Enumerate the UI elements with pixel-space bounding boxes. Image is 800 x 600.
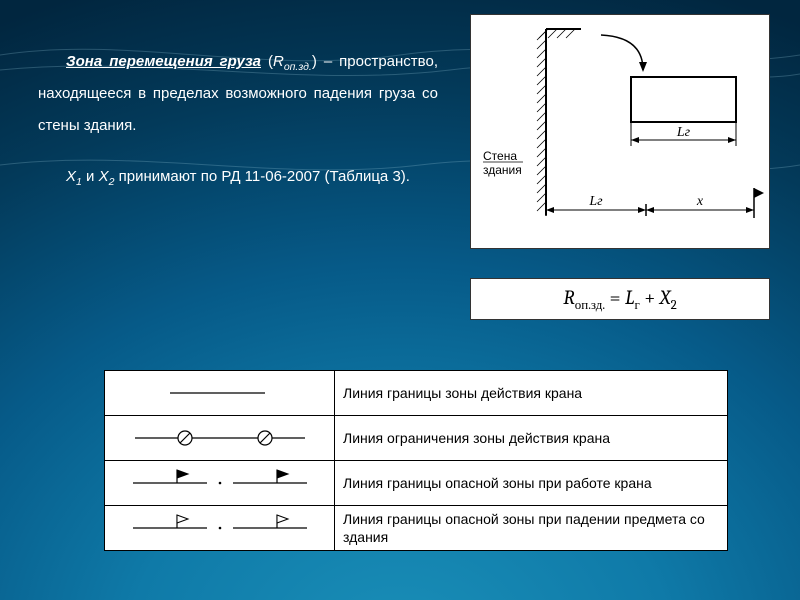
svg-text:Lг: Lг <box>588 194 603 209</box>
legend-row: Линия границы зоны действия крана <box>105 371 727 415</box>
legend-symbol <box>105 506 335 550</box>
legend-table: Линия границы зоны действия кранаЛиния о… <box>104 370 728 551</box>
legend-label: Линия границы опасной зоны при работе кр… <box>335 461 727 505</box>
slide: Зона перемещения груза (Rоп.зд.) – прост… <box>0 0 800 600</box>
legend-row: Линия границы опасной зоны при работе кр… <box>105 460 727 505</box>
legend-symbol <box>105 371 335 415</box>
legend-label: Линия границы опасной зоны при падении п… <box>335 506 727 550</box>
term-symbol: R <box>273 53 284 70</box>
legend-symbol <box>105 461 335 505</box>
formula-panel: Rоп.зд. = Lг + X2 <box>470 278 770 320</box>
legend-row: Линия границы опасной зоны при падении п… <box>105 505 727 550</box>
diagram-panel: Lг Lг x Стеназдания <box>470 14 770 249</box>
svg-text:Lг: Lг <box>676 125 691 140</box>
legend-label: Линия границы зоны действия крана <box>335 371 727 415</box>
paragraph-2: X1 и X2 принимают по РД 11-06-2007 (Табл… <box>38 161 438 193</box>
paragraph-1: Зона перемещения груза (Rоп.зд.) – прост… <box>38 46 438 141</box>
formula: Rоп.зд. = Lг + X2 <box>563 286 676 313</box>
svg-text:здания: здания <box>483 163 522 177</box>
legend-label: Линия ограничения зоны действия крана <box>335 416 727 460</box>
svg-text:Стена: Стена <box>483 149 517 163</box>
svg-text:x: x <box>696 194 704 209</box>
legend-symbol <box>105 416 335 460</box>
body-text: Зона перемещения груза (Rоп.зд.) – прост… <box>38 46 438 193</box>
diagram-svg: Lг Lг x Стеназдания <box>471 15 769 248</box>
term: Зона перемещения груза <box>66 53 261 70</box>
legend-row: Линия ограничения зоны действия крана <box>105 415 727 460</box>
